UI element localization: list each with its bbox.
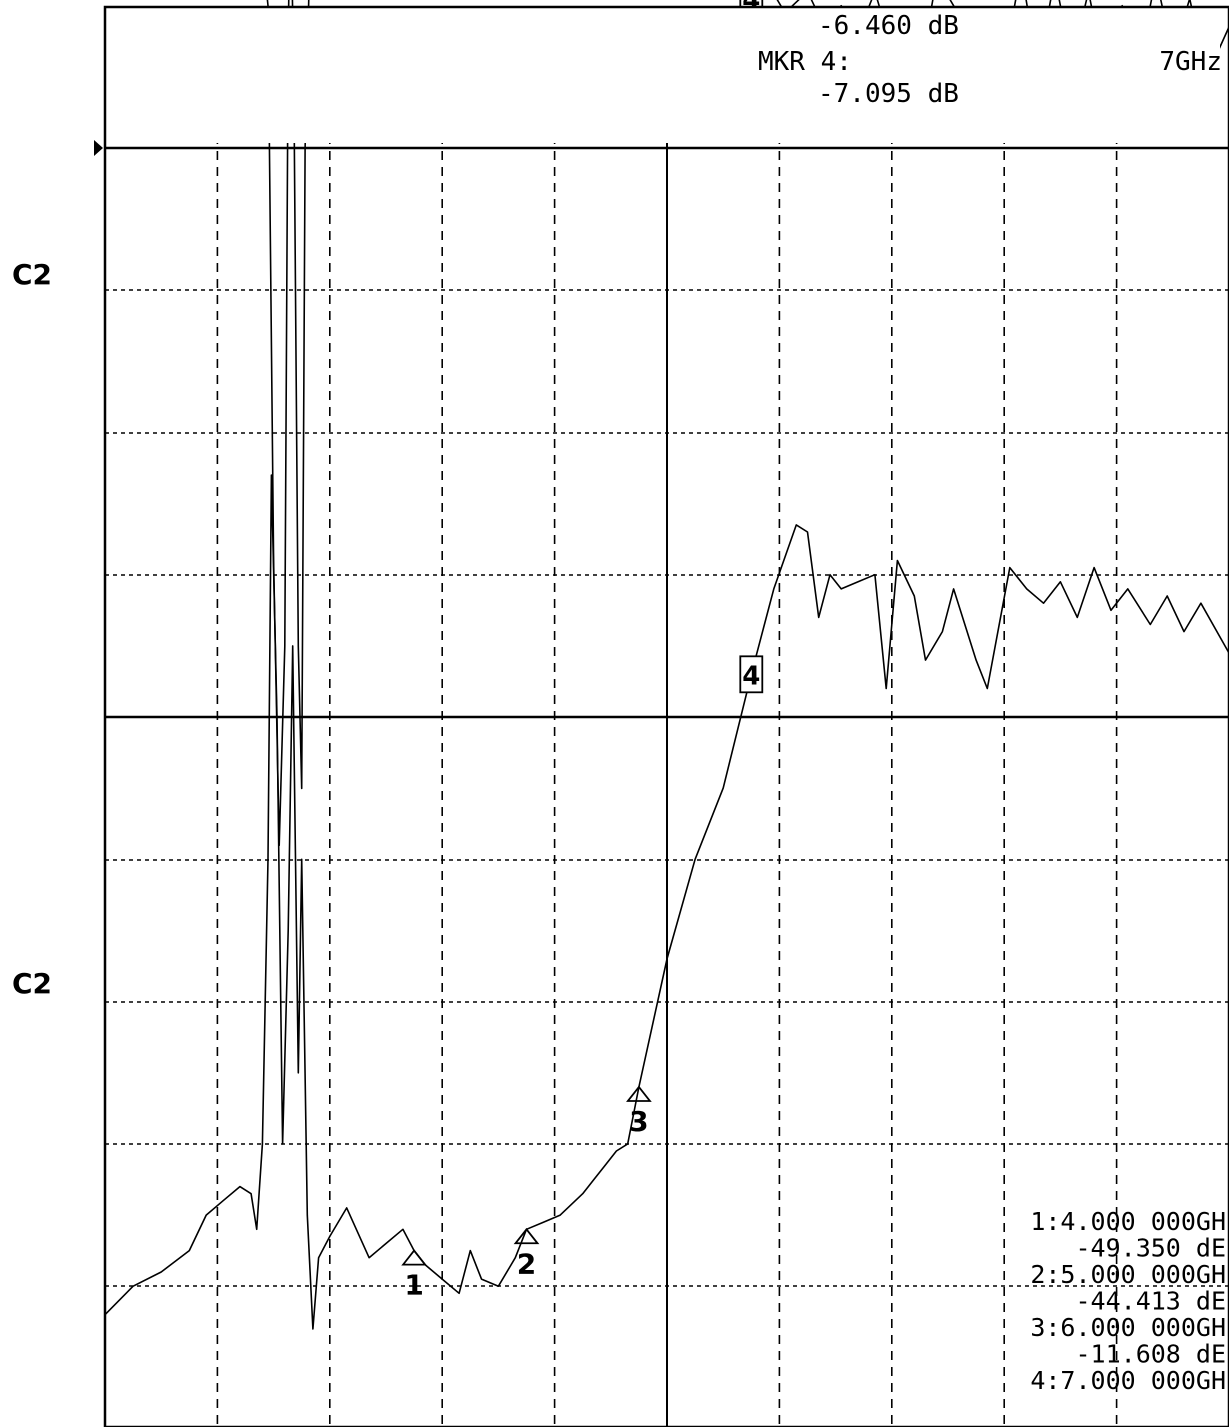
marker-triangle-icon [513, 1227, 540, 1245]
trace-2 [104, 474, 1229, 1330]
marker-triangle-icon [401, 1249, 427, 1266]
marker-number: 2 [517, 1247, 536, 1280]
marker-table-freq: 1:4.000 000GH [1030, 1207, 1226, 1236]
marker-table-freq: 4:7.000 000GH [1030, 1366, 1226, 1395]
marker-table-row-3: 3:6.000 000GH-11.608 dE [1030, 1313, 1226, 1369]
graticule-frame [103, 5, 1229, 1427]
marker-header-value-3: -7.095 dB [818, 79, 959, 109]
marker-table: 1:4.000 000GH-49.350 dE2:5.000 000GH-44.… [1030, 1207, 1226, 1395]
marker-number: 4 [742, 661, 760, 691]
channel-label-upper: C2 [12, 258, 52, 291]
marker-table-freq: 3:6.000 000GH [1030, 1313, 1226, 1342]
reference-level-arrow-icon [94, 140, 103, 156]
marker-table-row-1: 1:4.000 000GH-49.350 dE [1030, 1207, 1226, 1263]
marker-3-trace-2: 3 [626, 1085, 652, 1138]
marker-table-value: -49.350 dE [1075, 1234, 1226, 1263]
marker-table-row-4: 4:7.000 000GH [1030, 1366, 1226, 1395]
marker-table-value: -44.413 dE [1075, 1287, 1226, 1316]
marker-4-trace-2: 4 [739, 655, 764, 694]
marker-header-background [106, 8, 1220, 143]
marker-table-row-2: 2:5.000 000GH-44.413 dE [1030, 1260, 1226, 1316]
marker-box-icon [739, 655, 764, 694]
marker-number: 1 [404, 1269, 423, 1302]
marker-triangle-icon [626, 1085, 652, 1102]
marker-header: -6.460 dB MKR 4: 7GHz -7.095 dB [106, 8, 1222, 143]
marker-2-trace-2: 2 [513, 1227, 540, 1280]
marker-table-freq: 2:5.000 000GH [1030, 1260, 1226, 1289]
channel-label-lower: C2 [12, 967, 52, 1000]
marker-header-freq-2: 7GHz [1159, 47, 1222, 77]
marker-1-trace-2: 1 [401, 1249, 427, 1302]
graticule [105, 7, 1229, 1427]
marker-header-label-2: MKR 4: [758, 47, 852, 77]
marker-table-value: -11.608 dE [1075, 1340, 1226, 1369]
marker-number: 3 [629, 1105, 648, 1138]
marker-header-value-1: -6.460 dB [818, 11, 959, 41]
